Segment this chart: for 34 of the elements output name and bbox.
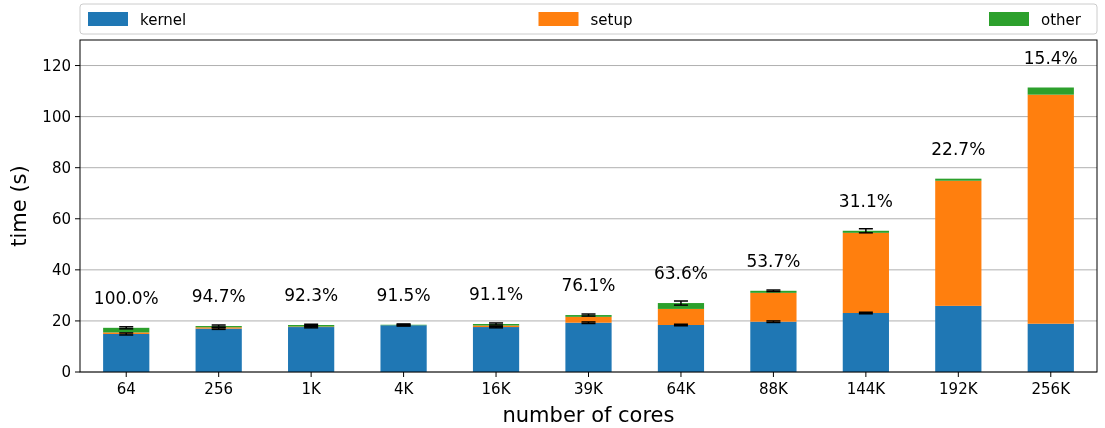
annotation: 91.5% — [376, 284, 431, 305]
annotation: 92.3% — [284, 285, 339, 306]
legend-label: other — [1041, 11, 1082, 29]
x-tick-label: 39K — [574, 380, 605, 398]
x-tick-label: 1K — [301, 380, 322, 398]
y-tick-label: 20 — [51, 312, 71, 331]
annotation: 31.1% — [838, 190, 893, 211]
y-tick-label: 100 — [42, 107, 71, 126]
x-tick-label: 64K — [666, 380, 697, 398]
y-tick-label: 120 — [42, 56, 71, 75]
x-tick-label: 4K — [393, 380, 415, 398]
x-tick-label: 192K — [939, 380, 979, 398]
annotation: 100.0% — [93, 287, 159, 308]
y-tick-label: 60 — [51, 210, 71, 229]
y-tick-label: 40 — [51, 261, 71, 280]
annotation: 94.7% — [191, 286, 246, 307]
annotation: 22.7% — [931, 138, 986, 159]
x-axis-title: number of cores — [502, 403, 675, 427]
y-tick-label: 80 — [51, 158, 71, 177]
annotation: 76.1% — [561, 275, 616, 296]
legend-label: kernel — [140, 11, 187, 29]
x-tick-label: 256K — [1031, 380, 1072, 398]
x-tick-label: 64 — [116, 380, 136, 398]
y-axis-title: time (s) — [7, 165, 31, 247]
y-tick-label: 0 — [61, 363, 71, 382]
x-tick-label: 144K — [846, 380, 887, 398]
legend-label: setup — [590, 11, 633, 29]
annotation: 15.4% — [1023, 47, 1078, 68]
annotation: 63.6% — [653, 263, 708, 284]
annotation: 53.7% — [746, 250, 801, 271]
x-tick-label: 88K — [758, 380, 790, 398]
x-tick-label: 256 — [204, 380, 233, 398]
x-tick-label: 16K — [481, 380, 512, 398]
annotation: 91.1% — [469, 283, 524, 304]
